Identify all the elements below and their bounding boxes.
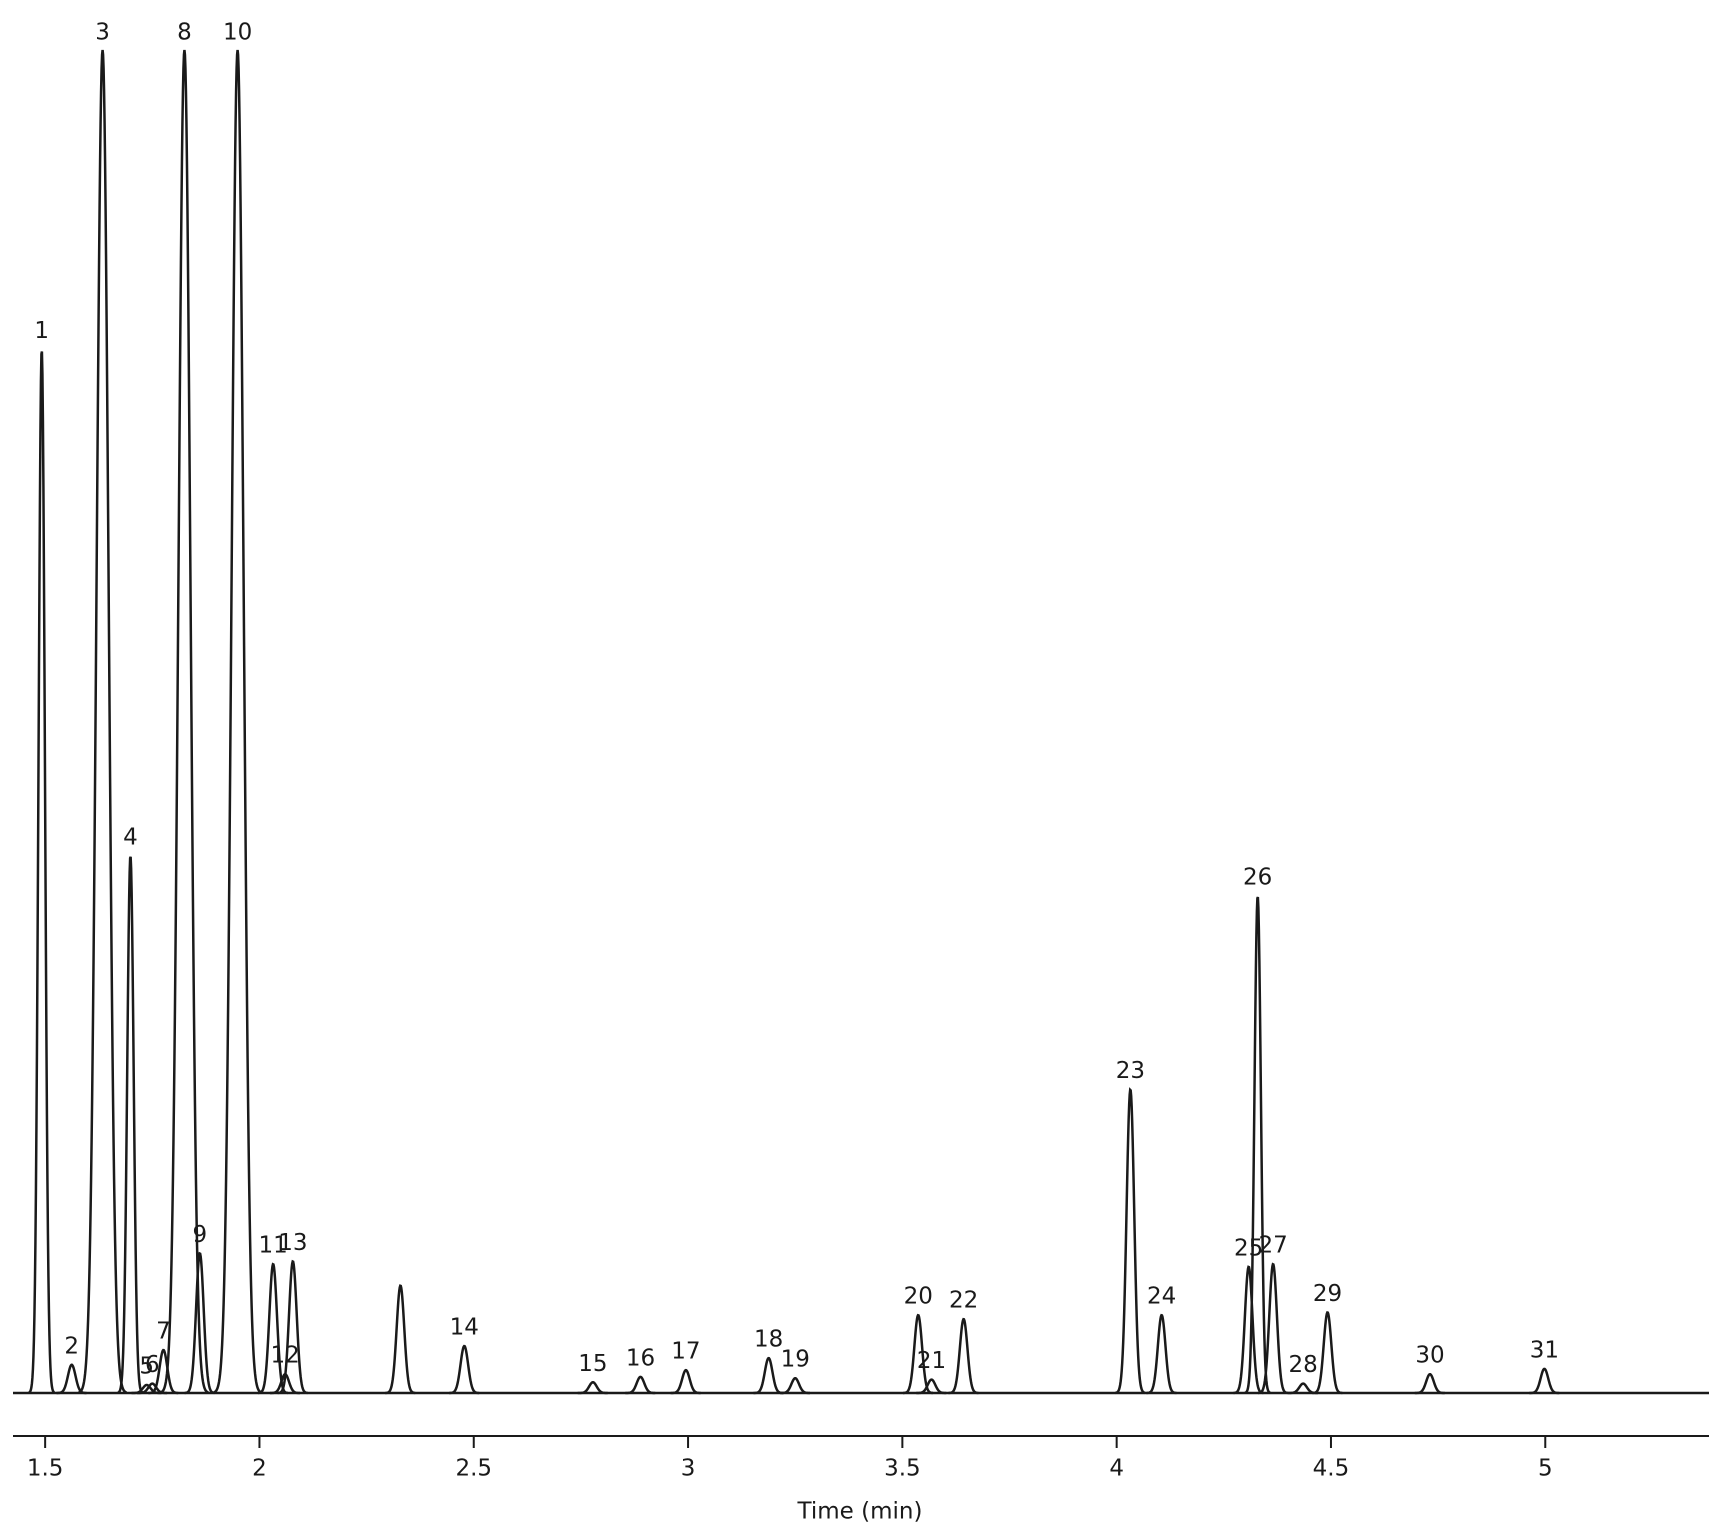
peak	[753, 1356, 784, 1395]
x-tick-label: 4.5	[1313, 1456, 1350, 1482]
peak	[779, 1376, 811, 1395]
peak-label: 16	[626, 1345, 655, 1371]
peak	[916, 1378, 947, 1395]
peak	[28, 351, 56, 1394]
peak-label: 10	[223, 20, 252, 46]
peak	[1244, 896, 1271, 1395]
peak	[1146, 1313, 1177, 1395]
peak-label: 6	[145, 1352, 160, 1378]
peak	[1414, 1372, 1445, 1395]
peak-label: 9	[193, 1222, 208, 1248]
peak-label: 7	[156, 1319, 171, 1345]
peak-label: 21	[917, 1348, 946, 1374]
x-tick-label: 1.5	[27, 1456, 64, 1482]
peak-label: 11	[259, 1233, 288, 1259]
peak	[1529, 1367, 1560, 1395]
peak-label: 30	[1415, 1343, 1444, 1369]
peak	[1287, 1382, 1318, 1395]
peak	[1312, 1311, 1343, 1395]
peak-label: 18	[754, 1327, 783, 1353]
peak-label: 14	[450, 1314, 479, 1340]
peak-label: 3	[95, 20, 110, 46]
peak	[385, 1284, 416, 1395]
peak-label: 13	[278, 1230, 307, 1256]
peak-label: 23	[1116, 1058, 1145, 1084]
peak-label: 27	[1258, 1233, 1287, 1259]
peak-label: 24	[1147, 1284, 1176, 1310]
peak	[625, 1375, 656, 1395]
x-axis-title: Time (min)	[797, 1499, 923, 1525]
peak	[160, 49, 209, 1394]
peak	[213, 49, 263, 1394]
peak-label: 20	[904, 1284, 933, 1310]
peak-label: 26	[1243, 865, 1272, 891]
peak	[577, 1381, 608, 1395]
peak	[184, 1251, 215, 1395]
peak-label: 2	[64, 1333, 79, 1359]
peak	[131, 1383, 162, 1395]
peak-label: 25	[1234, 1235, 1263, 1261]
peak-label: 31	[1530, 1337, 1559, 1363]
peak-label: 22	[949, 1288, 978, 1314]
peak	[948, 1317, 979, 1395]
peak-label: 29	[1313, 1281, 1342, 1307]
x-tick-label: 5	[1538, 1456, 1553, 1482]
peak-label: 1	[34, 318, 49, 344]
peak-label: 15	[578, 1351, 607, 1377]
peak	[449, 1344, 480, 1395]
peak-label: 17	[671, 1339, 700, 1365]
peak	[902, 1313, 934, 1395]
x-tick-label: 4	[1109, 1456, 1124, 1482]
peak	[670, 1368, 701, 1395]
peak-label: 19	[781, 1347, 810, 1373]
peak	[257, 1262, 289, 1395]
x-tick-label: 2	[252, 1456, 267, 1482]
peak	[1115, 1087, 1146, 1395]
peak	[148, 1348, 179, 1395]
peak-label: 4	[123, 824, 138, 850]
peak-label: 28	[1288, 1352, 1317, 1378]
peak-label: 8	[177, 20, 192, 46]
x-tick-label: 3.5	[884, 1456, 921, 1482]
x-tick-label: 2.5	[455, 1456, 492, 1482]
peak	[1233, 1265, 1264, 1395]
peak-label: 5	[139, 1353, 154, 1379]
peak	[78, 49, 128, 1394]
peak	[117, 856, 144, 1395]
x-tick-label: 3	[681, 1456, 696, 1482]
peak	[1257, 1262, 1289, 1395]
peak	[277, 1259, 308, 1395]
